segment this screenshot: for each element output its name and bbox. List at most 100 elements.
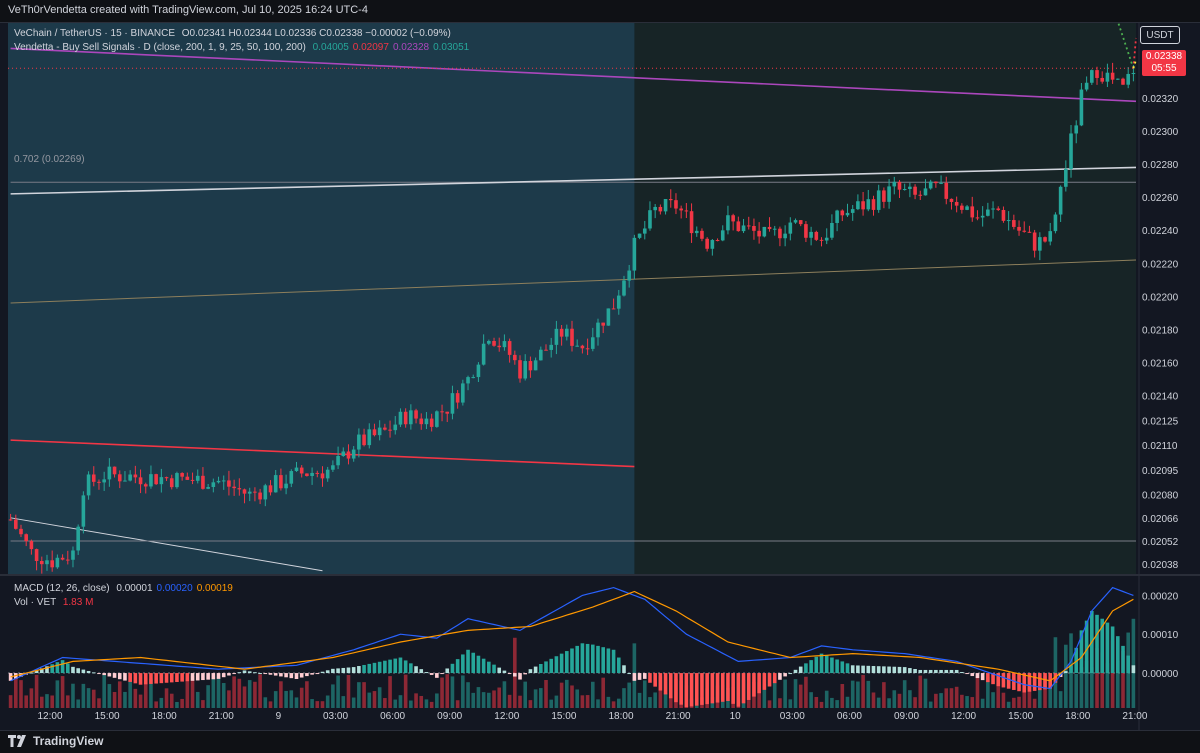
candle-body bbox=[705, 238, 709, 249]
macd-histogram-bar bbox=[835, 659, 839, 674]
macd-histogram-bar bbox=[325, 670, 330, 674]
candle-body bbox=[336, 456, 340, 466]
currency-button[interactable]: USDT bbox=[1140, 26, 1180, 44]
macd-histogram-bar bbox=[336, 668, 340, 674]
volume-bar bbox=[227, 690, 231, 708]
logo-text: TradingView bbox=[33, 734, 104, 748]
macd-histogram-bar bbox=[227, 673, 231, 676]
volume-bar bbox=[450, 676, 455, 708]
time-tick-label: 21:00 bbox=[209, 711, 234, 722]
price-tick-label: 0.02160 bbox=[1142, 358, 1179, 369]
volume-bar bbox=[804, 676, 808, 708]
macd-histogram-bar bbox=[767, 673, 772, 687]
candle-body bbox=[861, 201, 865, 210]
volume-bar bbox=[258, 674, 262, 708]
volume-bar bbox=[377, 687, 382, 708]
candle-body bbox=[648, 210, 652, 229]
macd-histogram-bar bbox=[1043, 673, 1047, 690]
candle-body bbox=[1074, 125, 1079, 134]
time-tick-label: 15:00 bbox=[551, 711, 576, 722]
candle-body bbox=[991, 208, 995, 210]
volume-bar bbox=[611, 701, 616, 708]
candle-body bbox=[996, 208, 1001, 210]
candle-body bbox=[1084, 82, 1089, 90]
volume-bar bbox=[648, 697, 652, 708]
macd-histogram-bar bbox=[741, 673, 746, 704]
volume-bar bbox=[570, 685, 574, 708]
volume-bar bbox=[299, 687, 304, 708]
volume-bar bbox=[8, 695, 13, 708]
volume-bar bbox=[331, 684, 335, 708]
candle-body bbox=[268, 485, 273, 493]
macd-histogram-bar bbox=[684, 673, 689, 708]
candle-body bbox=[357, 434, 361, 450]
candle-body bbox=[403, 411, 408, 425]
candle-body bbox=[772, 228, 777, 230]
time-tick-label: 06:00 bbox=[380, 711, 405, 722]
candle-body bbox=[76, 526, 80, 551]
macd-histogram-bar bbox=[211, 673, 216, 680]
macd-histogram-bar bbox=[549, 658, 554, 674]
symbol-legend[interactable]: VeChain / TetherUS · 15 · BINANCE O0.023… bbox=[14, 28, 451, 39]
macd-histogram-bar bbox=[91, 672, 96, 674]
vol-label: Vol · VET bbox=[14, 597, 57, 608]
macd-histogram-bar bbox=[705, 673, 709, 705]
macd-histogram-bar bbox=[642, 673, 647, 679]
price-tick-label: 0.02095 bbox=[1142, 466, 1179, 477]
candle-body bbox=[123, 480, 127, 482]
volume-bar bbox=[310, 699, 314, 708]
volume-bar bbox=[419, 695, 424, 708]
volume-bar bbox=[253, 681, 257, 708]
macd-histogram-bar bbox=[180, 673, 184, 682]
candle-body bbox=[559, 328, 564, 337]
macd-histogram-bar bbox=[533, 666, 538, 674]
macd-histogram-bar bbox=[1053, 673, 1058, 683]
volume-bar bbox=[575, 689, 579, 708]
volume-bar bbox=[242, 686, 247, 708]
macd-legend[interactable]: MACD (12, 26, close) 0.00001 0.00020 0.000… bbox=[14, 583, 233, 594]
candle-body bbox=[518, 360, 522, 379]
candle-body bbox=[398, 411, 403, 425]
volume-bar bbox=[965, 696, 969, 708]
tradingview-logo[interactable]: TradingView bbox=[8, 734, 103, 748]
time-tick-label: 09:00 bbox=[894, 711, 919, 722]
macd-histogram-bar bbox=[887, 666, 891, 674]
volume-bar bbox=[86, 688, 91, 708]
projection-line-2 bbox=[1132, 59, 1137, 69]
macd-histogram-bar bbox=[850, 665, 855, 674]
macd-histogram-bar bbox=[39, 668, 44, 674]
volume-bar bbox=[960, 694, 964, 708]
macd-histogram-bar bbox=[876, 666, 881, 674]
macd-histogram-bar bbox=[523, 673, 528, 675]
last-price-tag: 0.02338 05:55 bbox=[1142, 50, 1186, 76]
macd-histogram-bar bbox=[461, 654, 465, 674]
indicator-legend[interactable]: Vendetta - Buy Sell Signals · D (close, … bbox=[14, 42, 469, 53]
trend-line-5 bbox=[10, 517, 323, 572]
candle-body bbox=[143, 484, 148, 487]
volume-bar bbox=[565, 679, 569, 708]
volume-bar bbox=[393, 699, 398, 708]
macd-histogram-bar bbox=[279, 673, 283, 677]
macd-value-1: 0.00020 bbox=[156, 583, 193, 594]
macd-histogram-bar bbox=[616, 657, 621, 674]
macd-histogram-bar bbox=[585, 643, 590, 674]
macd-histogram-bar bbox=[1017, 673, 1021, 692]
price-tick-label: 0.02080 bbox=[1142, 491, 1179, 502]
candle-body bbox=[39, 561, 44, 565]
volume-legend[interactable]: Vol · VET 1.83 M bbox=[14, 597, 93, 608]
volume-bar bbox=[81, 683, 86, 708]
macd-histogram-bar bbox=[528, 669, 533, 674]
macd-histogram-bar bbox=[81, 669, 86, 674]
volume-bar bbox=[383, 698, 387, 708]
macd-histogram-bar bbox=[76, 668, 80, 674]
candle-body bbox=[871, 199, 876, 210]
volume-bar bbox=[814, 696, 819, 708]
candle-body bbox=[409, 410, 413, 425]
volume-bar bbox=[102, 674, 106, 708]
volume-bar bbox=[1095, 648, 1099, 708]
macd-histogram-bar bbox=[149, 673, 153, 684]
candle-body bbox=[809, 231, 813, 238]
candle-body bbox=[1064, 168, 1068, 187]
macd-histogram-bar bbox=[1110, 626, 1115, 674]
